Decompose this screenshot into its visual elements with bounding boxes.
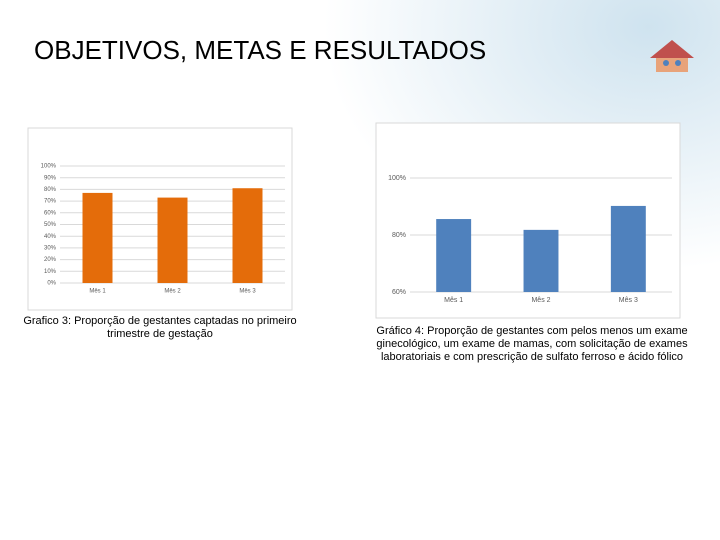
y-tick-label: 80% (392, 232, 406, 239)
bar (610, 205, 646, 292)
y-tick-label: 100% (41, 164, 57, 170)
bar (82, 192, 113, 283)
y-tick-label: 10% (44, 269, 57, 275)
x-tick-label: Mês 3 (239, 289, 256, 295)
logo (650, 40, 694, 72)
y-tick-label: 0% (47, 281, 56, 287)
x-tick-label: Mês 1 (89, 289, 106, 295)
y-tick-label: 30% (44, 245, 57, 251)
x-tick-label: Mês 3 (619, 297, 638, 304)
x-tick-label: Mês 2 (531, 297, 550, 304)
y-tick-label: 50% (44, 222, 57, 228)
y-tick-label: 40% (44, 234, 57, 240)
bar (157, 197, 188, 283)
x-tick-label: Mês 2 (164, 289, 181, 295)
y-tick-label: 80% (44, 187, 57, 193)
slide-title: OBJETIVOS, METAS E RESULTADOS (34, 35, 486, 65)
y-tick-label: 60% (392, 289, 406, 296)
y-tick-label: 70% (44, 199, 57, 205)
x-tick-label: Mês 1 (444, 297, 463, 304)
bar (523, 229, 559, 292)
y-tick-label: 20% (44, 257, 57, 263)
bar (232, 188, 263, 283)
chart-caption: Gráfico 4: Proporção de gestantes com pe… (376, 325, 688, 363)
y-tick-label: 100% (388, 175, 406, 182)
y-tick-label: 90% (44, 175, 57, 181)
bar (436, 219, 472, 292)
chart-caption: Grafico 3: Proporção de gestantes captad… (23, 315, 297, 340)
y-tick-label: 60% (44, 210, 57, 216)
